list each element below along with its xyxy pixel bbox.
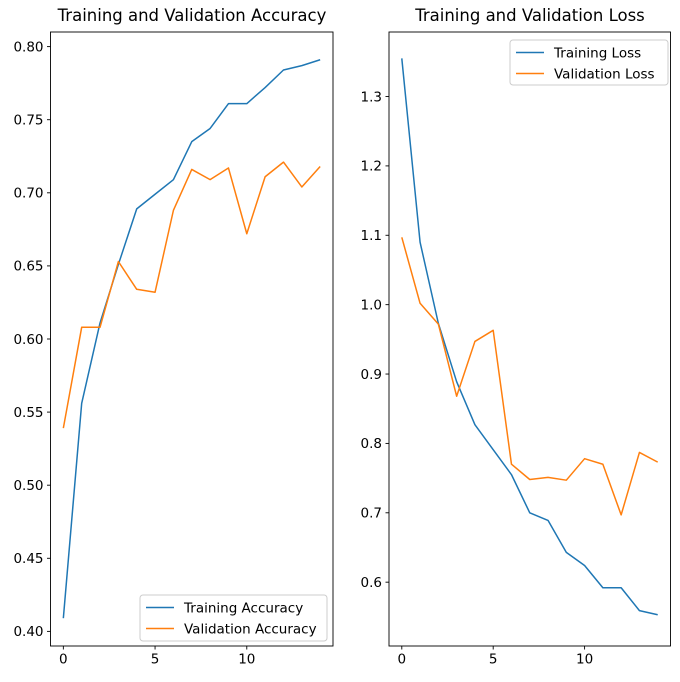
axes-accuracy [50, 31, 334, 647]
training-accuracy-line [62, 59, 321, 619]
y-tick-label: 0.6 [361, 575, 382, 591]
y-tick-label: 0.80 [13, 39, 43, 55]
validation-loss-line [401, 237, 659, 516]
y-tick-label: 0.7 [361, 506, 382, 522]
y-tick-label: 0.8 [361, 436, 382, 452]
loss-chart-title: Training and Validation Loss [415, 6, 645, 25]
y-tick-label: 0.55 [13, 405, 43, 421]
accuracy-chart-title: Training and Validation Accuracy [57, 6, 327, 25]
y-tick-label: 0.40 [13, 624, 43, 640]
legend-label-training-loss: Training Loss [553, 45, 641, 61]
legend-label-validation-accuracy: Validation Accuracy [184, 621, 317, 637]
y-tick-label: 0.75 [13, 113, 43, 129]
validation-accuracy-line [62, 161, 321, 429]
legend-accuracy [139, 594, 328, 642]
training-loss-line [401, 58, 658, 616]
y-tick-label: 1.2 [361, 159, 382, 175]
x-tick-label: 5 [489, 652, 498, 668]
y-tick-label: 1.3 [361, 89, 382, 105]
x-tick-label: 0 [397, 652, 406, 668]
axes-loss [388, 31, 671, 647]
y-tick-label: 1.0 [361, 297, 382, 313]
y-tick-label: 0.65 [13, 259, 43, 275]
y-tick-label: 0.60 [13, 332, 43, 348]
y-tick-label: 0.70 [13, 186, 43, 202]
y-tick-label: 0.45 [13, 551, 43, 567]
legend-label-validation-loss: Validation Loss [554, 66, 655, 82]
x-tick-label: 5 [151, 652, 160, 668]
y-tick-label: 0.9 [361, 367, 382, 383]
legend-label-training-accuracy: Training Accuracy [183, 600, 303, 616]
x-tick-label: 10 [576, 652, 593, 668]
y-tick-label: 0.50 [13, 478, 43, 494]
legend-loss [509, 39, 669, 86]
x-tick-label: 0 [59, 652, 68, 668]
y-tick-label: 1.1 [361, 228, 382, 244]
x-tick-label: 10 [238, 652, 255, 668]
